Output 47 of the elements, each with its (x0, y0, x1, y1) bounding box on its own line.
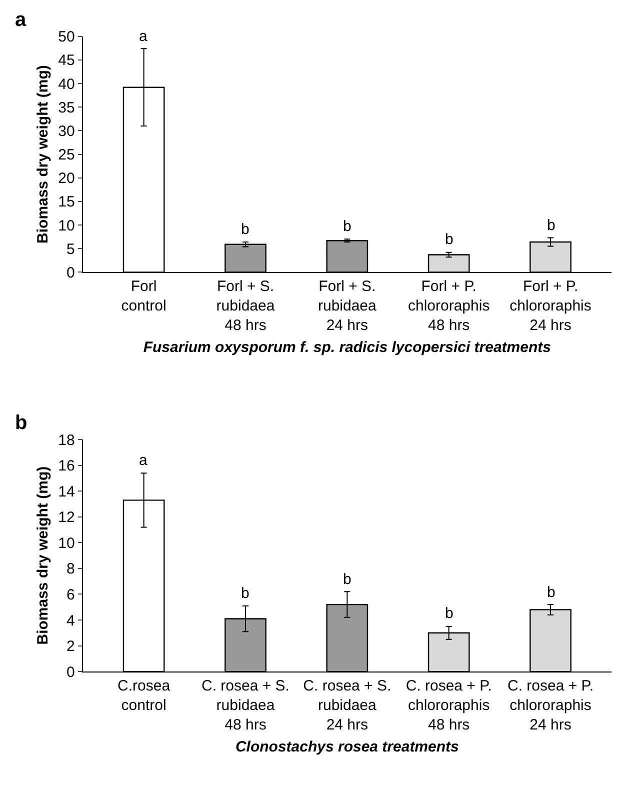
x-tick-label: C. rosea + S. rubidaea 24 hrs (303, 678, 392, 734)
annotation: b (445, 231, 454, 248)
y-tick-label: 12 (58, 509, 75, 526)
y-tick-label: 0 (66, 264, 75, 282)
y-tick-label: 5 (66, 240, 75, 258)
x-tick-label: Forl + S. rubidaea 48 hrs (216, 278, 276, 334)
x-axis-title: Clonostachys rosea treatments (235, 738, 459, 756)
y-tick-label: 25 (58, 146, 75, 164)
annotation: b (343, 571, 352, 588)
x-tick-label: Forl + P. chlororaphis 24 hrs (510, 278, 592, 334)
y-tick-label: 15 (58, 194, 75, 211)
annotation: a (139, 28, 148, 45)
y-tick-label: 45 (58, 52, 75, 70)
x-axis-title: Fusarium oxysporum f. sp. radicis lycopersici treatments (143, 339, 551, 356)
y-tick-label: 0 (66, 664, 75, 681)
annotation: b (547, 217, 556, 234)
annotation: a (139, 452, 148, 469)
y-tick-label: 10 (58, 534, 75, 552)
annotation: b (343, 218, 352, 235)
y-tick-label: 30 (58, 122, 75, 140)
y-tick-label: 35 (58, 99, 75, 116)
y-axis-title: Biomass dry weight (mg) (34, 65, 52, 244)
chart-title: b (15, 412, 28, 434)
x-tick-label: Forl control (121, 278, 166, 315)
y-tick-label: 16 (58, 458, 75, 475)
x-tick-label: C. rosea + P. chlororaphis 24 hrs (508, 678, 594, 734)
y-tick-label: 4 (66, 612, 75, 630)
annotation: b (547, 584, 556, 601)
y-tick-label: 8 (66, 560, 75, 578)
x-tick-label: C. rosea + S. rubidaea 48 hrs (202, 678, 290, 734)
annotation: b (445, 605, 454, 622)
y-tick-label: 10 (58, 217, 75, 234)
y-tick-label: 2 (66, 638, 75, 656)
y-tick-label: 6 (66, 586, 75, 604)
annotation: b (241, 585, 250, 602)
y-tick-label: 14 (58, 483, 75, 500)
x-tick-label: Forl + S. rubidaea 24 hrs (318, 278, 378, 334)
y-tick-label: 50 (58, 28, 75, 46)
x-tick-label: Forl + P. chlororaphis 48 hrs (408, 278, 490, 334)
y-tick-label: 40 (58, 76, 75, 93)
y-tick-label: 18 (58, 432, 75, 449)
chart-title: a (15, 9, 27, 31)
y-tick-label: 20 (58, 170, 75, 188)
x-tick-label: C.rosea control (118, 678, 171, 714)
x-tick-label: C. rosea + P. chlororaphis 48 hrs (406, 678, 492, 734)
y-axis-title: Biomass dry weight (mg) (34, 466, 52, 645)
annotation: b (241, 221, 250, 238)
